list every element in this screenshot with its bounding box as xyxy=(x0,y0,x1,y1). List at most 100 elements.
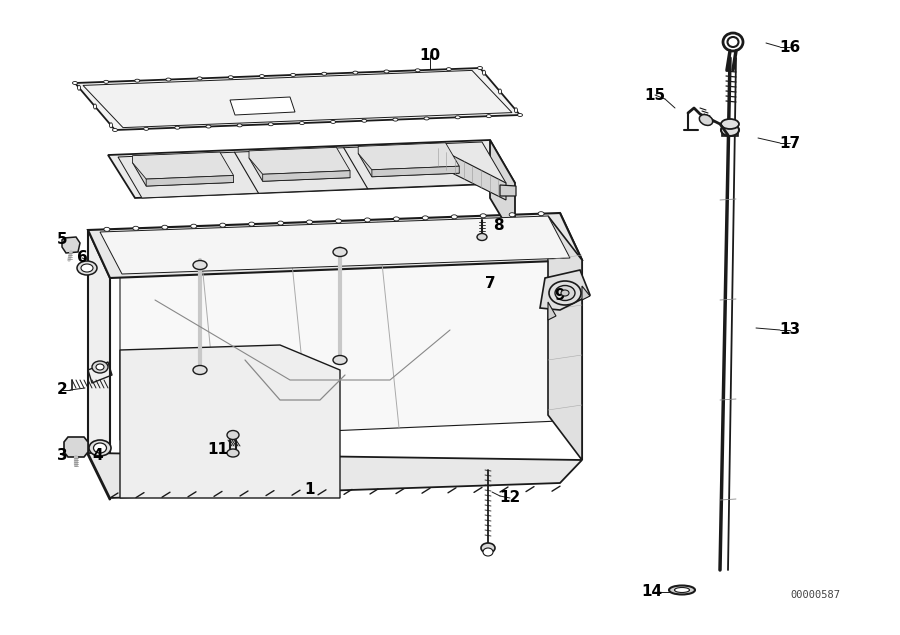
Ellipse shape xyxy=(193,260,207,269)
Polygon shape xyxy=(75,68,520,130)
Polygon shape xyxy=(100,216,570,274)
Ellipse shape xyxy=(77,261,97,275)
Text: 3: 3 xyxy=(57,448,68,462)
Polygon shape xyxy=(146,175,234,186)
Ellipse shape xyxy=(483,548,493,556)
Polygon shape xyxy=(358,143,459,170)
Text: 5: 5 xyxy=(57,232,68,248)
Polygon shape xyxy=(500,185,516,196)
Polygon shape xyxy=(88,453,582,498)
Ellipse shape xyxy=(455,116,460,119)
Ellipse shape xyxy=(393,217,400,221)
Polygon shape xyxy=(249,154,350,181)
Ellipse shape xyxy=(721,124,739,136)
Text: 10: 10 xyxy=(419,48,441,62)
Polygon shape xyxy=(490,140,515,240)
Ellipse shape xyxy=(384,70,389,73)
Polygon shape xyxy=(108,140,515,198)
Ellipse shape xyxy=(94,104,96,109)
Polygon shape xyxy=(132,152,234,179)
Ellipse shape xyxy=(446,68,451,70)
Ellipse shape xyxy=(92,361,108,373)
Ellipse shape xyxy=(336,219,341,223)
Text: 00000587: 00000587 xyxy=(790,590,840,600)
Polygon shape xyxy=(372,166,459,177)
Ellipse shape xyxy=(307,220,312,224)
Ellipse shape xyxy=(237,124,242,127)
Text: 7: 7 xyxy=(485,276,495,290)
Ellipse shape xyxy=(333,356,347,364)
Ellipse shape xyxy=(481,543,495,553)
Ellipse shape xyxy=(362,119,366,123)
Ellipse shape xyxy=(104,227,110,231)
Ellipse shape xyxy=(193,366,207,375)
Ellipse shape xyxy=(486,115,491,117)
Ellipse shape xyxy=(89,440,111,456)
Ellipse shape xyxy=(104,81,109,83)
Ellipse shape xyxy=(277,221,284,225)
Text: 14: 14 xyxy=(642,584,662,599)
Polygon shape xyxy=(120,345,340,498)
Text: 1: 1 xyxy=(305,483,315,497)
Ellipse shape xyxy=(259,74,265,77)
Text: 4: 4 xyxy=(93,448,104,462)
Ellipse shape xyxy=(291,74,295,76)
Ellipse shape xyxy=(699,114,713,125)
Ellipse shape xyxy=(721,119,739,129)
Polygon shape xyxy=(62,237,80,253)
Ellipse shape xyxy=(353,71,358,74)
Ellipse shape xyxy=(133,226,139,231)
Ellipse shape xyxy=(229,76,233,79)
Polygon shape xyxy=(582,286,590,300)
Ellipse shape xyxy=(227,431,239,439)
Polygon shape xyxy=(263,171,350,181)
Ellipse shape xyxy=(515,108,518,113)
Polygon shape xyxy=(430,144,506,200)
Ellipse shape xyxy=(227,449,239,457)
Text: 12: 12 xyxy=(500,490,520,505)
Ellipse shape xyxy=(499,89,501,94)
Ellipse shape xyxy=(561,290,569,296)
Text: 9: 9 xyxy=(554,288,565,302)
Ellipse shape xyxy=(81,264,93,272)
Ellipse shape xyxy=(197,77,202,80)
Ellipse shape xyxy=(300,121,304,124)
Polygon shape xyxy=(560,213,582,460)
Ellipse shape xyxy=(333,248,347,257)
Polygon shape xyxy=(120,258,582,440)
Ellipse shape xyxy=(509,213,515,217)
Text: 2: 2 xyxy=(57,382,68,398)
Ellipse shape xyxy=(166,78,171,81)
Polygon shape xyxy=(548,302,556,320)
Ellipse shape xyxy=(518,114,523,116)
Polygon shape xyxy=(64,437,88,457)
Polygon shape xyxy=(548,216,582,460)
Ellipse shape xyxy=(175,126,180,129)
Ellipse shape xyxy=(727,37,739,47)
Polygon shape xyxy=(88,230,110,500)
Ellipse shape xyxy=(162,225,167,229)
Ellipse shape xyxy=(248,222,255,226)
Ellipse shape xyxy=(96,364,104,370)
Text: 16: 16 xyxy=(779,39,801,55)
Ellipse shape xyxy=(478,67,482,69)
Ellipse shape xyxy=(220,223,226,227)
Ellipse shape xyxy=(330,121,336,123)
Ellipse shape xyxy=(393,118,398,121)
Polygon shape xyxy=(230,97,295,115)
Ellipse shape xyxy=(555,286,575,300)
Ellipse shape xyxy=(669,585,695,594)
Ellipse shape xyxy=(144,128,148,130)
Polygon shape xyxy=(358,150,459,177)
Ellipse shape xyxy=(191,224,197,228)
Ellipse shape xyxy=(481,214,486,218)
Ellipse shape xyxy=(94,443,106,453)
Ellipse shape xyxy=(424,117,429,120)
Ellipse shape xyxy=(477,234,487,241)
Ellipse shape xyxy=(549,281,581,305)
Ellipse shape xyxy=(206,125,211,128)
Text: 15: 15 xyxy=(644,88,666,102)
Polygon shape xyxy=(118,142,506,198)
Ellipse shape xyxy=(538,211,544,216)
Ellipse shape xyxy=(422,216,428,220)
